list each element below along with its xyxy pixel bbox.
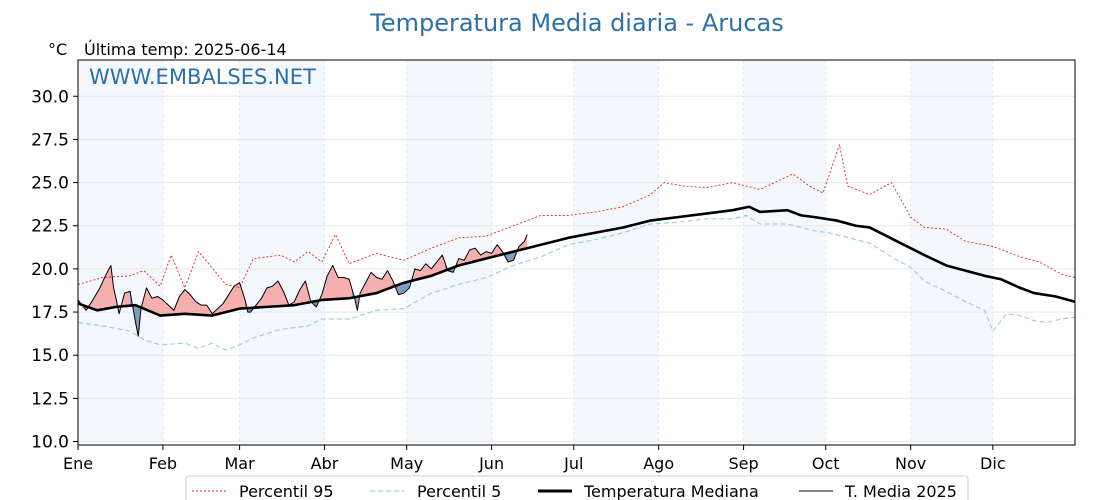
below-median-fill	[445, 262, 454, 273]
y-tick-label: 15.0	[31, 346, 69, 366]
month-band	[573, 60, 659, 445]
legend-label-p95: Percentil 95	[239, 482, 334, 500]
unit-label: °C	[48, 40, 67, 59]
y-axis: 10.0 12.5 15.0 17.5 20.0 22.5 25.0 27.5 30.0	[31, 87, 78, 453]
x-tick-label: Mar	[225, 454, 256, 473]
x-tick-label: Ago	[643, 454, 674, 473]
month-bands	[78, 60, 993, 445]
chart-title: Temperatura Media diaria - Arucas	[369, 9, 784, 37]
watermark: WWW.EMBALSES.NET	[89, 65, 316, 89]
x-tick-label: Dic	[980, 454, 1006, 473]
legend-label-p5: Percentil 5	[417, 482, 501, 500]
y-tick-label: 22.5	[31, 217, 69, 237]
y-tick-label: 10.0	[31, 433, 69, 453]
month-band	[239, 60, 325, 445]
x-tick-label: Jun	[478, 454, 504, 473]
last-temp-label: Última temp: 2025-06-14	[84, 40, 287, 59]
y-tick-label: 30.0	[31, 87, 69, 107]
y-tick-label: 20.0	[31, 260, 69, 280]
y-tick-label: 27.5	[31, 130, 69, 150]
x-tick-label: Sep	[729, 454, 759, 473]
x-tick-label: Feb	[149, 454, 177, 473]
x-tick-label: Ene	[63, 454, 93, 473]
legend: Percentil 95 Percentil 5 Temperatura Med…	[185, 475, 969, 500]
x-tick-label: Abr	[311, 454, 339, 473]
series-line-median	[77, 205, 1076, 317]
x-tick-label: Nov	[895, 454, 926, 473]
legend-label-median: Temperatura Mediana	[583, 482, 759, 500]
x-tick-label: Oct	[812, 454, 840, 473]
above-median-fill	[453, 244, 503, 273]
x-axis: Ene Feb Mar Abr May Jun Jul Ago Sep Oct Nov Dic	[63, 445, 1006, 473]
month-band	[743, 60, 826, 445]
below-median-fill	[130, 291, 141, 337]
y-tick-label: 25.0	[31, 174, 69, 194]
y-tick-label: 12.5	[31, 389, 69, 409]
x-tick-label: Jul	[563, 454, 583, 473]
legend-box	[185, 475, 969, 500]
month-band	[78, 60, 163, 445]
legend-label-current: T. Media 2025	[844, 482, 957, 500]
series-line-current	[77, 234, 528, 337]
above-median-fill	[319, 265, 352, 301]
x-tick-label: May	[390, 454, 423, 473]
series-line-p95	[77, 144, 1076, 289]
y-tick-label: 17.5	[31, 303, 69, 323]
series-line-p5	[77, 214, 1076, 351]
month-band	[910, 60, 993, 445]
plot-frame	[77, 59, 1076, 446]
above-median-fill	[357, 270, 393, 311]
above-median-fill	[119, 291, 131, 314]
above-median-fill	[140, 282, 246, 316]
series-lines	[77, 144, 1076, 351]
